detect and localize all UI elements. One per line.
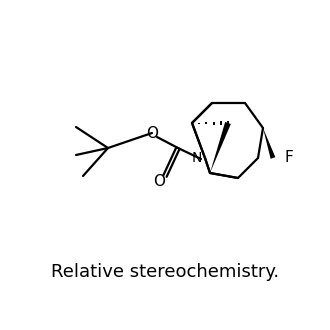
Polygon shape xyxy=(210,122,231,173)
Text: N: N xyxy=(192,151,202,165)
Text: F: F xyxy=(285,150,294,166)
Text: O: O xyxy=(153,175,165,189)
Text: O: O xyxy=(146,125,158,141)
Text: Relative stereochemistry.: Relative stereochemistry. xyxy=(51,263,279,281)
Polygon shape xyxy=(263,128,275,159)
